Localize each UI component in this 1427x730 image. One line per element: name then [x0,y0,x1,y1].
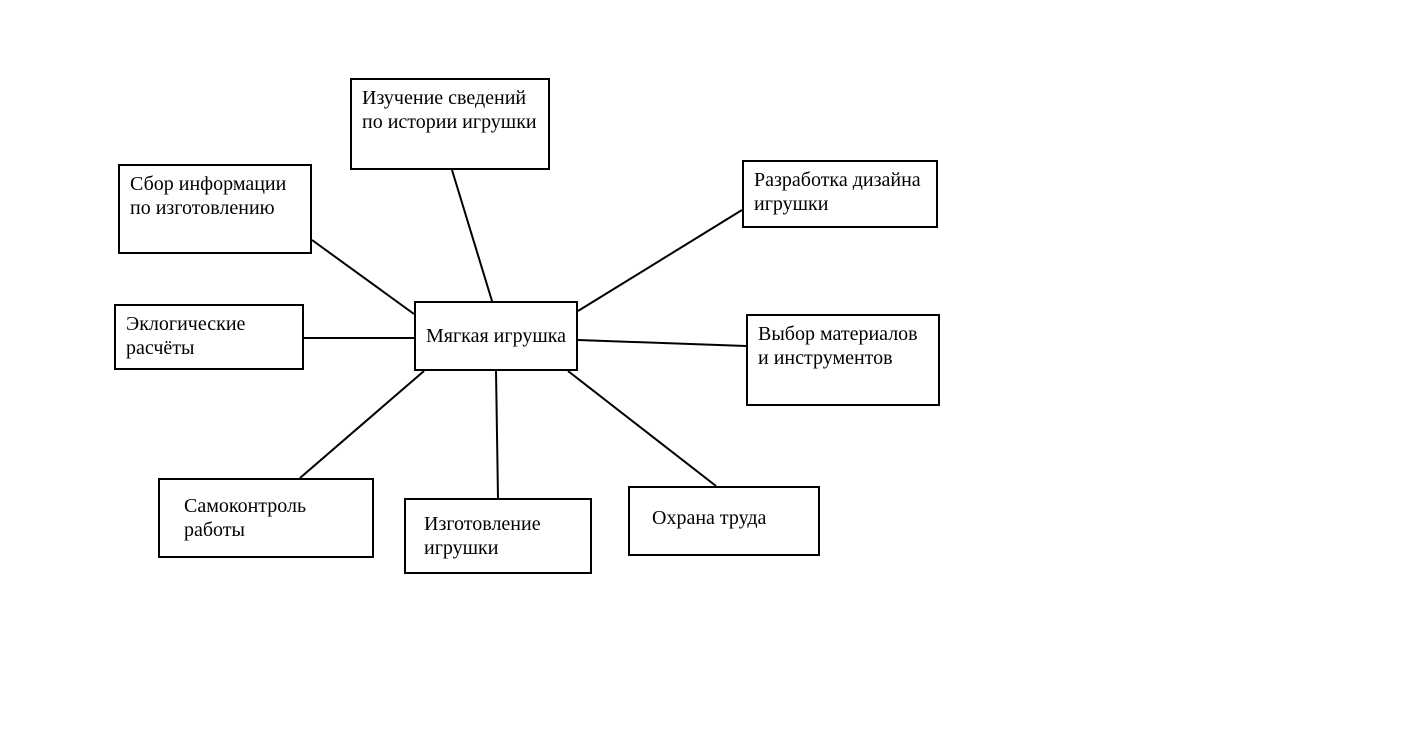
edge-line [578,340,746,346]
node-label: Охрана труда [652,506,766,530]
node-label: Сбор информации по изготовлению [130,172,300,220]
node-label: Разработка дизайна игрушки [754,168,926,216]
node-self-control: Самоконтроль работы [158,478,374,558]
edge-line [496,371,498,498]
node-history: Изучение сведений по истории игрушки [350,78,550,170]
node-label: Изучение сведений по истории игрушки [362,86,538,134]
edge-line [568,371,716,486]
edge-line [300,371,424,478]
node-making: Изготовление игрушки [404,498,592,574]
node-materials: Выбор материалов и инструментов [746,314,940,406]
node-ecological-calc: Эклогические расчёты [114,304,304,370]
node-safety: Охрана труда [628,486,820,556]
node-label: Выбор материалов и инструментов [758,322,928,370]
edge-line [578,210,742,311]
node-label: Изготовление игрушки [424,512,580,560]
edge-line [452,170,492,301]
node-design: Разработка дизайна игрушки [742,160,938,228]
node-center: Мягкая игрушка [414,301,578,371]
node-info-collection: Сбор информации по изготовлению [118,164,312,254]
node-label: Самоконтроль работы [184,494,362,542]
node-label: Мягкая игрушка [426,324,566,348]
node-label: Эклогические расчёты [126,312,292,360]
edge-line [312,240,414,314]
mind-map-diagram: Мягкая игрушка Изучение сведений по исто… [0,0,1427,730]
